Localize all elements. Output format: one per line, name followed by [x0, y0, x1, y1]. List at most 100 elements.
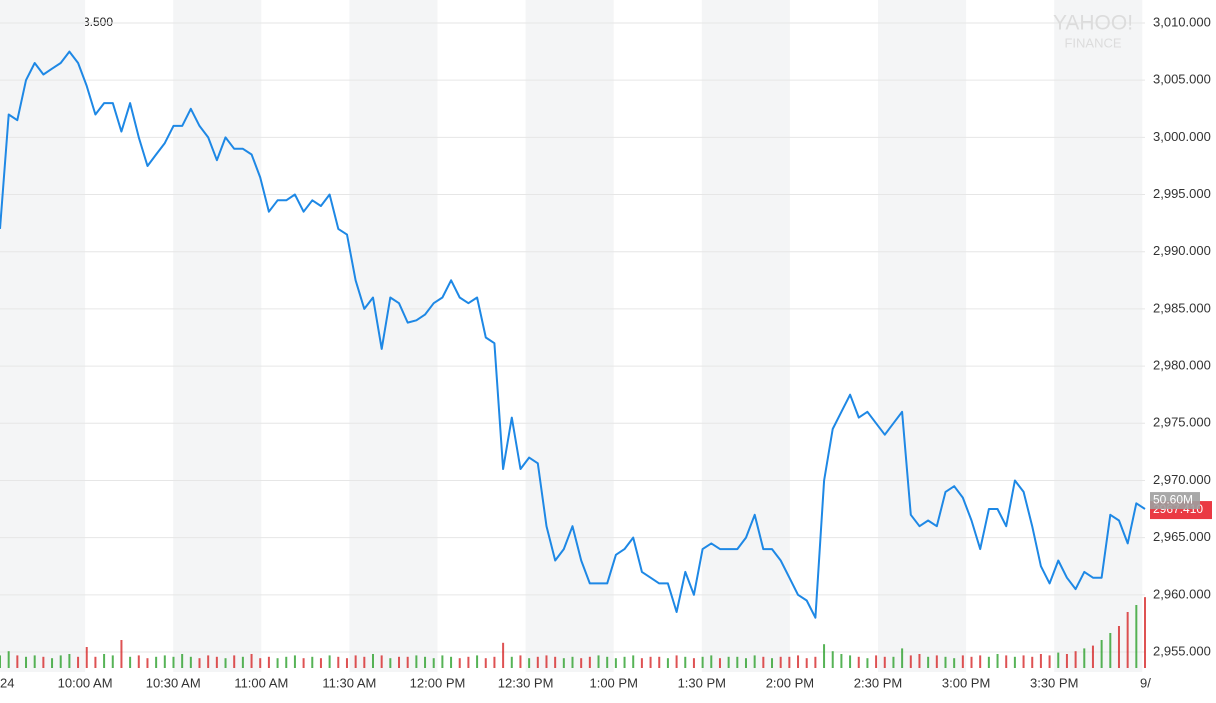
volume-bar	[996, 654, 999, 668]
x-tick-label: 1:30 PM	[678, 675, 726, 690]
volume-bar	[484, 658, 487, 668]
volume-bar	[241, 656, 244, 668]
volume-bar	[189, 656, 192, 668]
volume-bar	[181, 654, 184, 668]
volume-bar	[658, 656, 661, 668]
volume-bar	[467, 656, 470, 668]
volume-bar	[207, 655, 210, 668]
volume-bar	[831, 651, 834, 668]
volume-bar	[224, 658, 227, 668]
volume-bar	[250, 654, 253, 668]
y-tick-label: 2,960.000	[1153, 586, 1211, 601]
volume-bar	[710, 655, 713, 668]
time-band	[349, 0, 438, 672]
volume-bar	[441, 655, 444, 668]
x-tick-label: 11:00 AM	[234, 675, 288, 690]
volume-bar	[476, 655, 479, 668]
volume-bar	[198, 658, 201, 668]
volume-bar	[389, 658, 392, 668]
volume-bar	[649, 656, 652, 668]
volume-bar	[554, 656, 557, 668]
volume-bar	[606, 656, 609, 668]
volume-bar	[1117, 626, 1120, 668]
time-band	[701, 0, 790, 672]
volume-bar	[1135, 605, 1138, 668]
time-band	[525, 0, 614, 672]
volume-bar	[493, 656, 496, 668]
x-tick-label: 12:30 PM	[498, 675, 554, 690]
volume-bar	[623, 656, 626, 668]
volume-bar	[146, 658, 149, 668]
volume-bar	[424, 656, 427, 668]
volume-bar	[1039, 654, 1042, 668]
watermark: YAHOO!	[1053, 12, 1133, 35]
volume-bar	[215, 656, 218, 668]
volume-bar	[970, 656, 973, 668]
volume-bar	[597, 655, 600, 668]
volume-bar	[901, 648, 904, 668]
volume-bar	[718, 658, 721, 668]
volume-bar	[684, 656, 687, 668]
volume-bar	[692, 658, 695, 668]
y-tick-label: 2,990.000	[1153, 243, 1211, 258]
volume-bar	[68, 654, 71, 668]
volume-bar	[1100, 640, 1103, 668]
volume-bar	[510, 656, 513, 668]
x-tick-label: 3:00 PM	[942, 675, 990, 690]
volume-bar	[528, 658, 531, 668]
volume-bar	[849, 655, 852, 668]
volume-bar	[875, 655, 878, 668]
y-tick-label: 2,970.000	[1153, 472, 1211, 487]
volume-bar	[398, 656, 401, 668]
volume-bar	[259, 658, 262, 668]
volume-bar	[276, 658, 279, 668]
y-tick-label: 2,985.000	[1153, 300, 1211, 315]
volume-bar	[0, 655, 1, 668]
volume-bar	[450, 656, 453, 668]
volume-bar	[432, 658, 435, 668]
volume-bar	[77, 656, 80, 668]
volume-bar	[580, 658, 583, 668]
x-tick-label: 2:30 PM	[854, 675, 902, 690]
volume-bar	[1074, 651, 1077, 668]
volume-bar	[137, 655, 140, 668]
volume-bar	[953, 658, 956, 668]
volume-bar	[935, 655, 938, 668]
volume-bar	[233, 655, 236, 668]
volume-bar	[16, 655, 19, 668]
y-tick-label: 2,965.000	[1153, 529, 1211, 544]
volume-bar	[1022, 655, 1025, 668]
volume-bar	[406, 656, 409, 668]
volume-bar	[111, 655, 114, 668]
volume-bar	[666, 658, 669, 668]
x-tick-label: 9/	[1140, 675, 1151, 690]
x-tick-label: 10:30 AM	[146, 675, 201, 690]
time-band	[173, 0, 262, 672]
volume-bar	[59, 655, 62, 668]
volume-bar	[345, 658, 348, 668]
volume-bar	[588, 656, 591, 668]
volume-bar	[797, 655, 800, 668]
volume-bar	[753, 655, 756, 668]
volume-bar	[961, 655, 964, 668]
volume-bar	[545, 655, 548, 668]
volume-bar	[519, 655, 522, 668]
volume-bar	[927, 656, 930, 668]
volume-bar	[883, 656, 886, 668]
volume-bar	[1005, 655, 1008, 668]
volume-bar	[129, 656, 132, 668]
x-tick-label: 10:00 AM	[58, 675, 113, 690]
volume-bar	[363, 656, 366, 668]
volume-bar	[918, 654, 921, 668]
volume-bar	[458, 658, 461, 668]
volume-bar	[415, 655, 418, 668]
volume-bar	[857, 656, 860, 668]
volume-bar	[536, 656, 539, 668]
volume-bar	[51, 658, 54, 668]
y-tick-label: 2,955.000	[1153, 643, 1211, 658]
volume-bar	[1091, 645, 1094, 668]
volume-bar	[25, 656, 28, 668]
time-band	[878, 0, 967, 672]
volume-bar	[632, 655, 635, 668]
